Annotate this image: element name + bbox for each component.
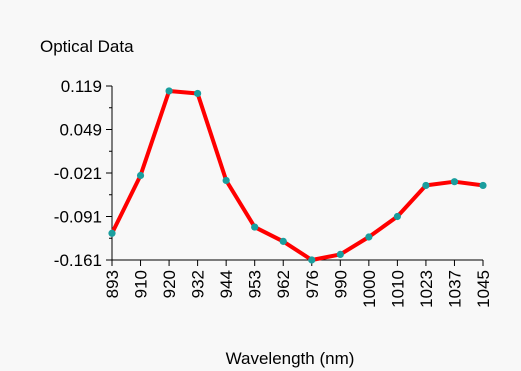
data-point — [222, 176, 230, 185]
x-axis: 893 910 920 932 944 953 962 976 990 1000 1010 1023 1… — [103, 259, 493, 308]
x-tick-label: 944 — [217, 270, 236, 298]
data-point — [108, 229, 116, 237]
data-point — [336, 250, 344, 259]
x-tick-label: 990 — [331, 270, 350, 298]
x-tick-label: 910 — [132, 270, 151, 298]
x-tick-label: 893 — [103, 270, 122, 298]
x-tick-label: 1000 — [360, 270, 379, 308]
x-tick-label: 920 — [160, 270, 179, 298]
y-tick-label: 0.119 — [61, 77, 102, 96]
data-point — [194, 89, 202, 98]
x-tick-label: 1037 — [445, 270, 464, 308]
chart-title: Optical Data — [40, 37, 134, 56]
x-tick-label: 1045 — [474, 270, 493, 308]
x-axis-label: Wavelength (nm) — [226, 349, 355, 368]
y-tick-label: 0.049 — [59, 121, 102, 140]
data-point — [136, 171, 145, 180]
x-tick-label: 976 — [303, 270, 322, 298]
y-axis: 0.119 0.049 -0.021 -0.091 -0.161 — [54, 77, 113, 270]
data-point — [479, 181, 487, 190]
x-tick-label: 953 — [246, 270, 265, 298]
x-tick-label: 962 — [274, 270, 293, 298]
data-point — [393, 212, 401, 221]
series-line — [110, 89, 485, 262]
data-point — [165, 87, 173, 95]
y-tick-label: -0.091 — [54, 208, 102, 227]
x-tick-label: 1010 — [388, 270, 407, 308]
data-point — [450, 178, 459, 186]
series-group — [108, 87, 487, 264]
data-point — [251, 223, 259, 231]
data-point — [279, 237, 287, 245]
data-point — [422, 181, 430, 190]
data-point — [365, 233, 373, 241]
x-tick-label: 932 — [189, 270, 208, 298]
data-point — [308, 256, 316, 264]
x-tick-label: 1023 — [417, 270, 436, 308]
y-tick-label: -0.161 — [54, 251, 102, 270]
y-tick-label: -0.021 — [54, 164, 102, 183]
